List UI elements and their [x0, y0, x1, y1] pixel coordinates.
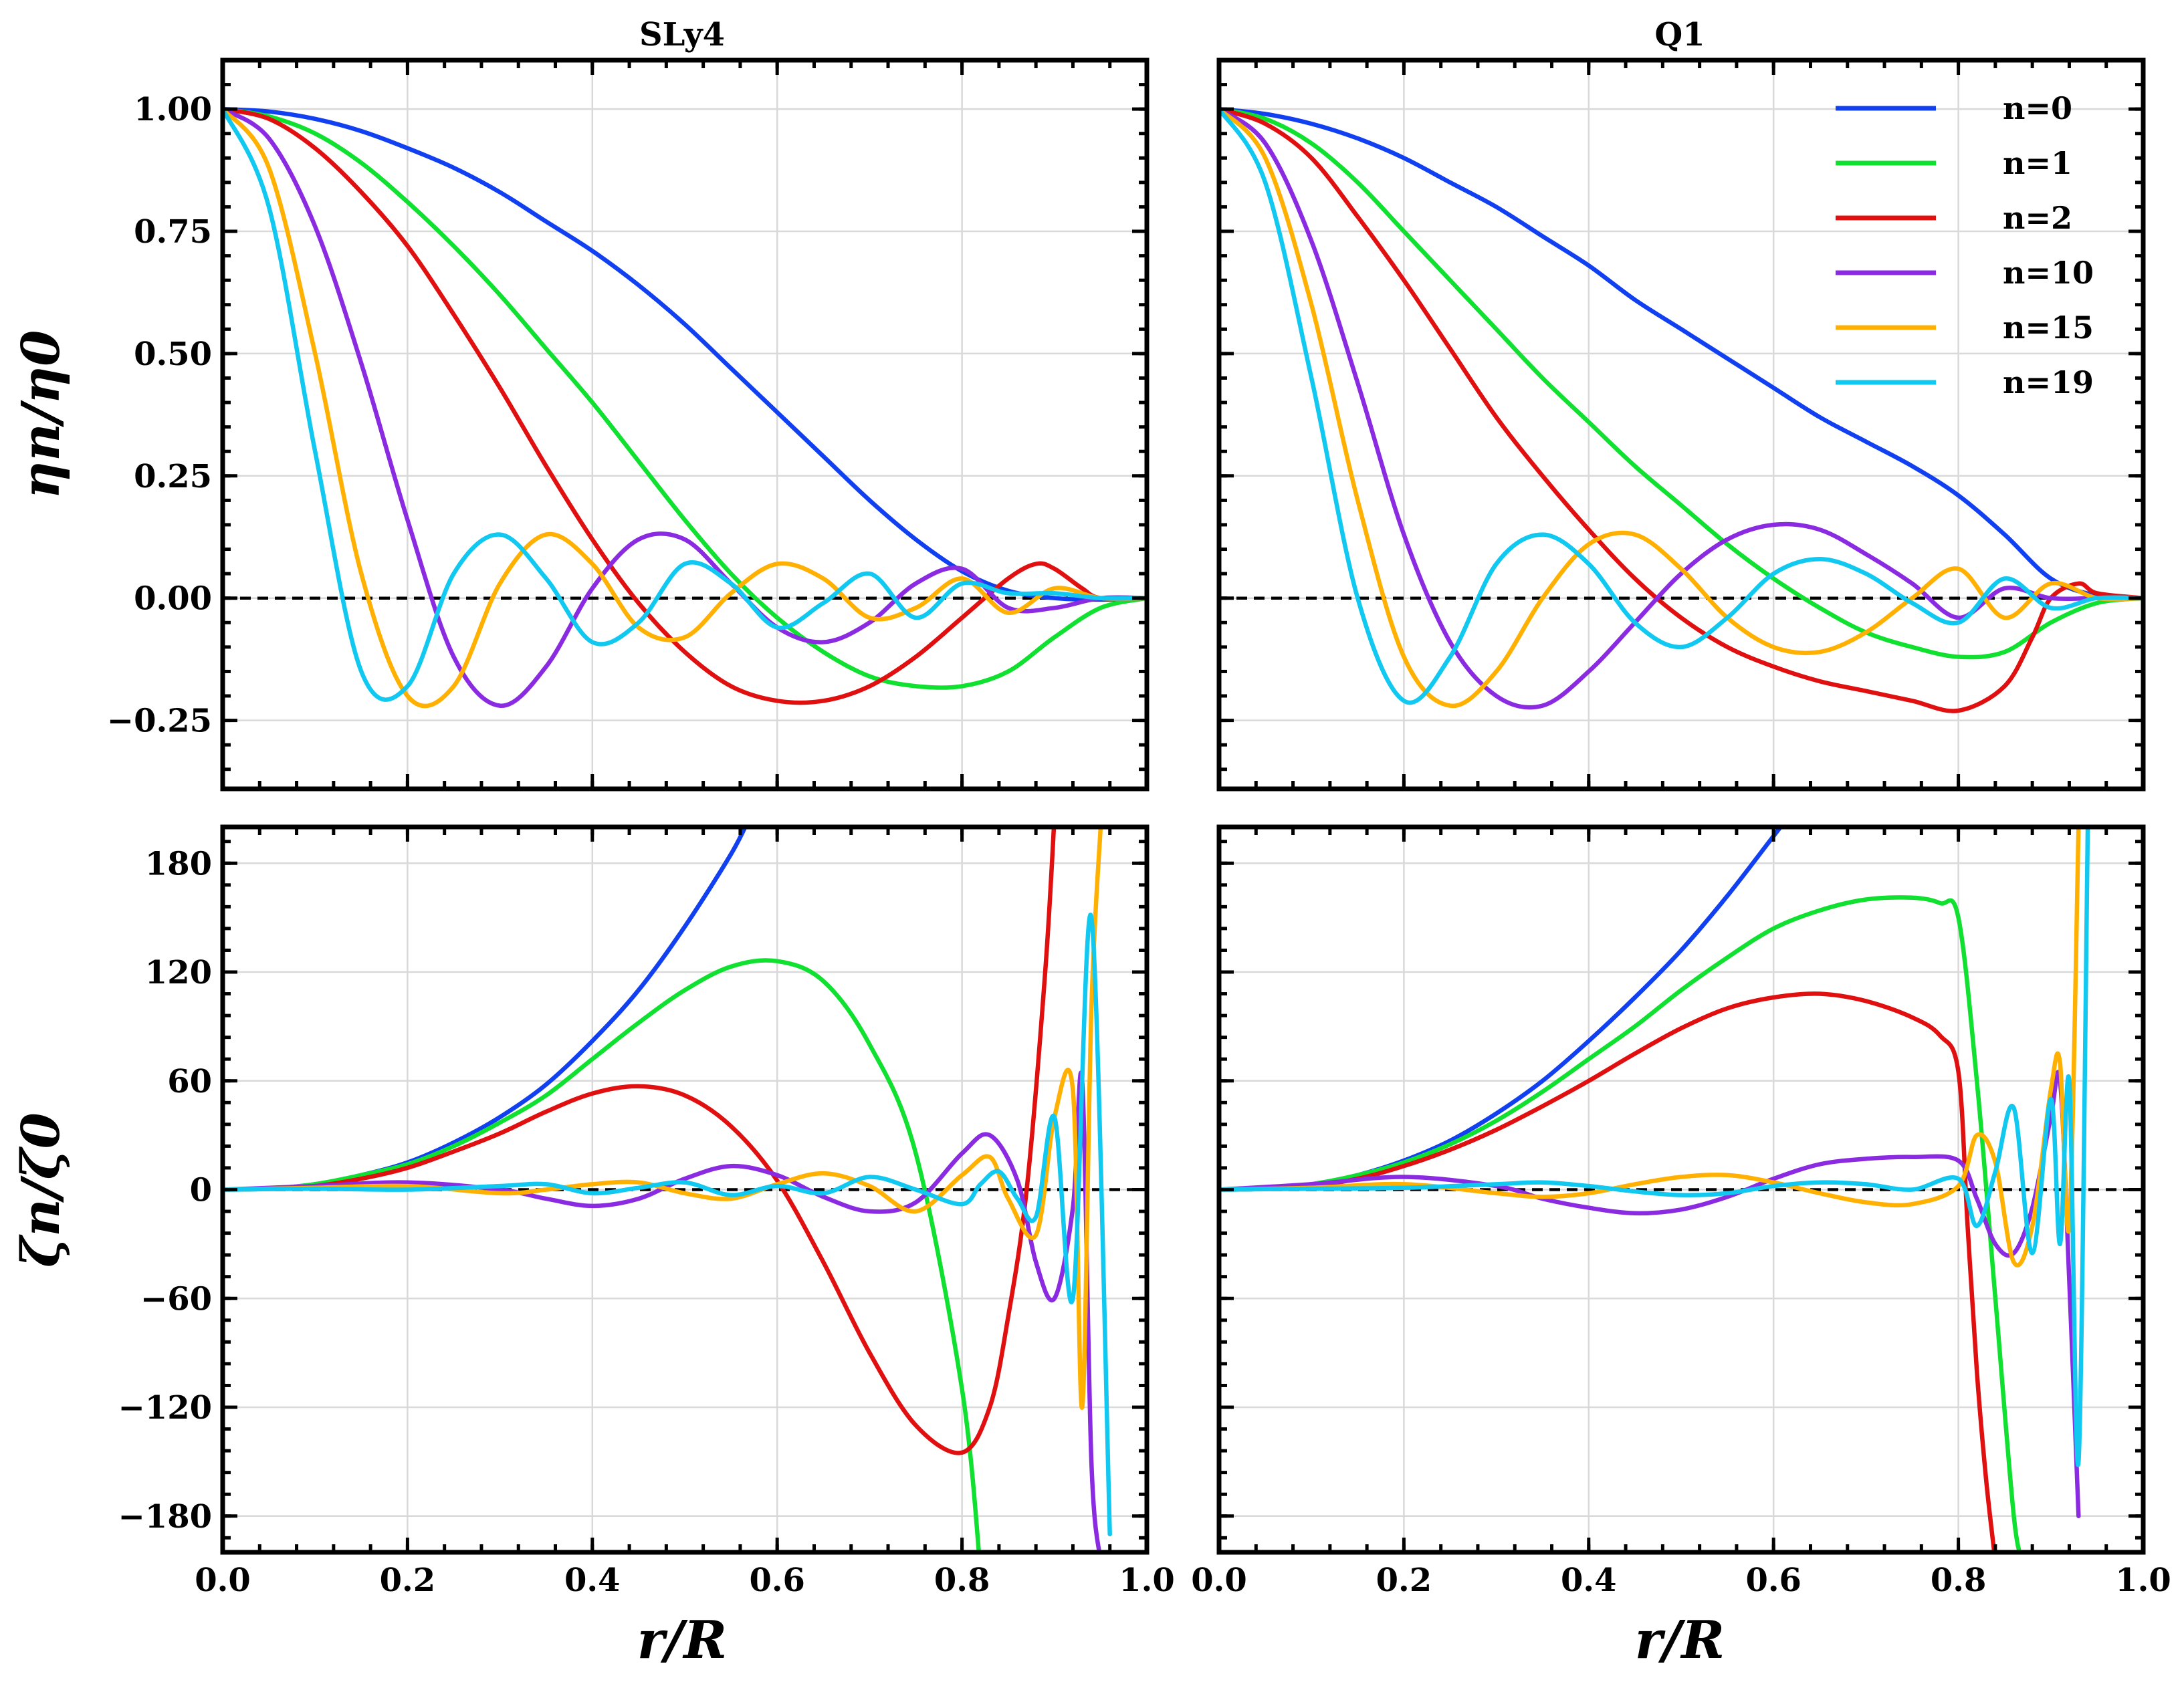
series-group	[223, 827, 1112, 1552]
panel-bottom-right: 0.0 0.2 0.4 0.6 0.8 1.0	[1191, 824, 2171, 1599]
series-group	[1219, 827, 2090, 1552]
x-tick-label: 0.4	[1561, 1562, 1617, 1599]
series-line-n2	[1219, 106, 2143, 713]
y-tick-label: −0.25	[107, 703, 212, 740]
x-tick-label: 0.2	[1376, 1562, 1432, 1599]
y-tick-label: 0.75	[134, 213, 212, 251]
y-tick-label: −60	[140, 1280, 212, 1318]
y-tick-label: 0.25	[134, 458, 212, 495]
y-axis-label-top: ηn/η0	[11, 330, 72, 499]
series-line-n10	[223, 1070, 1102, 1552]
series-line-n15	[1219, 827, 2081, 1268]
y-tick-label: 0.50	[134, 336, 212, 373]
series-line-n19	[223, 913, 1112, 1537]
legend-label-n2: n=2	[2003, 200, 2072, 236]
legend-label-n19: n=19	[2003, 364, 2094, 400]
legend-label-n10: n=10	[2003, 255, 2094, 291]
plot-frame	[1216, 824, 2146, 1555]
y-axis-label-bottom: ζn/ζ0	[11, 1112, 72, 1268]
legend-label-n0: n=0	[2003, 90, 2072, 126]
series-line-n2	[223, 827, 1057, 1455]
x-tick-label: 1.0	[2115, 1562, 2171, 1599]
series-line-n10	[1219, 1070, 2081, 1519]
y-tick-label: 0.00	[134, 580, 212, 618]
series-line-n2	[223, 106, 1147, 705]
x-tick-label: 0.6	[1745, 1562, 1801, 1599]
legend-label-n1: n=1	[2003, 145, 2072, 181]
series-line-n15	[223, 827, 1103, 1410]
x-tick-label: 0.2	[380, 1562, 436, 1599]
series-line-n10	[223, 106, 1147, 708]
x-axis-label-right: r/R	[1635, 1610, 1725, 1671]
x-tick-label: 0.8	[1931, 1562, 1987, 1599]
series-line-n1	[223, 106, 1147, 690]
y-tick-label: 1.00	[134, 91, 212, 128]
series-line-n0	[223, 106, 1147, 602]
panel-title-sly4: SLy4	[639, 16, 725, 53]
series-line-n15	[223, 106, 1147, 709]
panel-bottom-left: 180 120 60 0 −60 −120 −180 0.0 0.2 0.4 0.6 0.8 1.0	[118, 824, 1175, 1599]
panel-title-q1: Q1	[1654, 16, 1705, 53]
x-tick-label: 0.0	[1191, 1562, 1247, 1599]
plot-frame	[1216, 57, 2146, 792]
legend: n=0 n=1 n=2 n=10 n=15 n=19	[1836, 90, 2094, 400]
series-line-n0	[1219, 106, 2143, 600]
series-group	[1219, 106, 2143, 713]
y-tick-label: 180	[145, 845, 212, 882]
plot-frame	[220, 57, 1150, 792]
x-tick-label: 0.8	[934, 1562, 990, 1599]
series-line-n19	[223, 106, 1147, 702]
plot-frame	[220, 824, 1150, 1555]
legend-label-n15: n=15	[2003, 310, 2094, 346]
y-tick-label: 60	[167, 1063, 212, 1100]
x-tick-label: 0.6	[749, 1562, 805, 1599]
x-axis-label-left: r/R	[637, 1610, 727, 1671]
panel-top-left: 1.00 0.75 0.50 0.25 0.00 −0.25	[107, 57, 1150, 792]
series-line-n15	[1219, 106, 2143, 709]
series-group	[223, 106, 1147, 709]
y-tick-label: −180	[118, 1498, 212, 1536]
series-line-n1	[1219, 106, 2143, 660]
series-line-n19	[1219, 106, 2143, 705]
x-tick-label: 0.0	[195, 1562, 251, 1599]
panel-top-right	[1216, 57, 2146, 792]
y-tick-label: 120	[145, 954, 212, 991]
x-tick-label: 0.4	[564, 1562, 621, 1599]
series-line-n1	[1219, 895, 2022, 1552]
series-line-n0	[223, 827, 748, 1192]
series-line-n19	[1219, 827, 2090, 1467]
y-tick-label: 0	[190, 1172, 212, 1209]
series-line-n2	[1219, 991, 1997, 1552]
series-line-n0	[1219, 827, 1783, 1192]
y-tick-label: −120	[118, 1389, 212, 1427]
series-line-n1	[223, 958, 982, 1552]
x-tick-label: 1.0	[1119, 1562, 1175, 1599]
